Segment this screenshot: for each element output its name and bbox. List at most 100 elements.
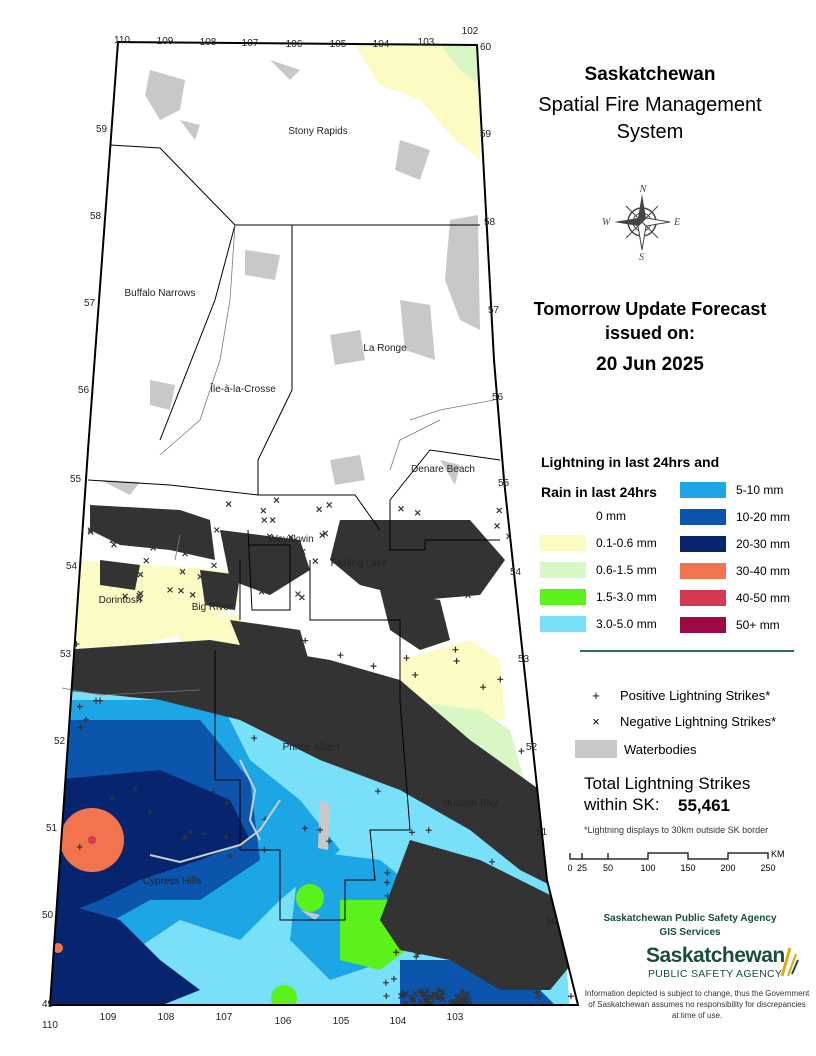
negative-strike-mark — [246, 562, 253, 569]
positive-strike-mark — [343, 680, 350, 687]
negative-strike-mark — [260, 507, 267, 514]
negative-strike-mark — [340, 531, 346, 538]
scale-tick-label: 25 — [577, 863, 587, 873]
legend-rain-class: 0.1-0.6 mm — [540, 535, 657, 551]
total-strikes-sublabel: within SK: — [584, 795, 660, 814]
subtitle-line-1: Spatial Fire Management — [538, 94, 762, 116]
legend-swatch — [540, 562, 586, 578]
positive-strike-mark — [452, 646, 459, 653]
positive-strike-mark — [507, 947, 514, 954]
negative-strike-mark — [402, 1000, 409, 1005]
negative-strike-mark — [137, 571, 144, 578]
legend-symbol-label: Waterbodies — [624, 741, 697, 757]
legend-swatch — [680, 482, 726, 498]
negative-strike-mark — [430, 1004, 437, 1005]
positive-strike-mark — [537, 985, 544, 992]
positive-strike-mark — [566, 900, 573, 907]
legend-swatch-label: 30-40 mm — [736, 564, 791, 578]
positive-strike-mark — [464, 863, 471, 870]
legend-swatch — [680, 509, 726, 525]
positive-strike-mark — [515, 959, 522, 966]
positive-strike-mark — [384, 778, 391, 785]
negative-strike-mark — [178, 587, 184, 594]
graticule-label: 104 — [390, 1016, 407, 1027]
positive-strike-mark — [384, 869, 391, 876]
plus-icon: + — [592, 688, 600, 703]
positive-strike-mark — [374, 788, 381, 795]
legend-symbol-label: Negative Lightning Strikes* — [620, 714, 777, 729]
graticule-label: 51 — [46, 823, 58, 834]
graticule-label: 107 — [216, 1012, 233, 1023]
positive-strike-mark — [480, 684, 487, 691]
legend-rain-class: 0.6-1.5 mm — [540, 562, 657, 578]
negative-strike-mark — [213, 527, 220, 533]
forecast-line-1: Tomorrow Update Forecast — [533, 299, 767, 319]
positive-strike-mark — [393, 949, 400, 956]
negative-strike-mark — [273, 497, 280, 504]
positive-strike-mark — [542, 908, 549, 915]
positive-strike-mark — [408, 829, 415, 836]
positive-strike-mark — [187, 828, 194, 835]
place-label: Fishing Lake — [331, 558, 388, 569]
legend-rain-class: 0 mm — [540, 508, 626, 524]
agency-logo-subtext: PUBLIC SAFETY AGENCY — [648, 968, 783, 980]
graticule-label: 103 — [418, 37, 435, 48]
negative-strike-mark — [269, 517, 276, 523]
latitude-labels-right: 60 59 58 57 56 55 54 53 52 51 50 — [480, 42, 558, 927]
positive-strike-mark — [549, 711, 556, 718]
negative-strike-mark — [431, 991, 438, 998]
negative-strike-mark — [440, 1007, 445, 1012]
negative-strike-mark — [116, 536, 123, 543]
positive-strike-mark — [301, 825, 308, 832]
positive-strike-mark — [502, 949, 509, 956]
positive-strike-mark — [436, 791, 443, 798]
positive-strike-mark — [503, 933, 510, 940]
wheat-logo-icon — [780, 947, 799, 977]
positive-strike-mark — [482, 957, 489, 964]
positive-strike-mark — [546, 946, 553, 953]
legend-waterbodies: Waterbodies — [572, 740, 697, 758]
positive-strike-mark — [453, 658, 460, 665]
positive-strike-mark — [431, 900, 438, 907]
positive-strike-mark — [518, 861, 525, 868]
positive-strike-mark — [198, 699, 205, 706]
agency-unit: GIS Services — [659, 927, 721, 938]
positive-strike-mark — [567, 993, 574, 1000]
agency-credit: Saskatchewan Public Safety Agency GIS Se… — [580, 912, 800, 940]
graticule-label: 105 — [333, 1016, 350, 1027]
positive-strike-mark — [132, 786, 139, 793]
negative-strike-mark — [349, 521, 356, 528]
legend-swatch-label: 5-10 mm — [736, 483, 784, 497]
positive-strike-mark — [326, 838, 333, 845]
negative-strike-mark — [255, 578, 261, 585]
positive-strike-mark — [425, 827, 432, 834]
agency-name: Saskatchewan Public Safety Agency — [603, 913, 777, 924]
positive-strike-mark — [227, 853, 234, 860]
negative-strike-mark — [261, 517, 268, 524]
scale-tick-label: 150 — [680, 863, 695, 873]
negative-strike-mark — [322, 530, 329, 537]
scale-unit: KM — [771, 849, 785, 859]
positive-strike-mark — [488, 858, 495, 865]
place-label: Denare Beach — [411, 464, 475, 475]
positive-strike-mark — [420, 900, 427, 907]
graticule-label: 52 — [54, 736, 66, 747]
positive-strike-mark — [501, 839, 508, 846]
positive-strike-mark — [421, 918, 428, 925]
scale-bar: 0 25 50 100 150 200 250 KM — [568, 849, 785, 873]
legend-swatch — [680, 590, 726, 606]
negative-strike-mark — [278, 567, 285, 574]
positive-strike-mark — [155, 679, 162, 686]
positive-strike-mark — [251, 735, 258, 742]
negative-strike-mark — [263, 536, 269, 543]
place-label: Prince Albert — [283, 742, 340, 753]
graticule-label: 50 — [42, 910, 54, 921]
negative-strike-mark — [403, 533, 410, 540]
graticule-label: 106 — [275, 1016, 292, 1027]
positive-strike-mark — [412, 937, 419, 944]
positive-strike-mark — [473, 784, 480, 791]
positive-strike-mark — [108, 796, 115, 803]
disclaimer: Information depicted is subject to chang… — [584, 989, 810, 1020]
negative-strike-mark — [128, 508, 135, 515]
graticule-label: 58 — [484, 217, 496, 228]
